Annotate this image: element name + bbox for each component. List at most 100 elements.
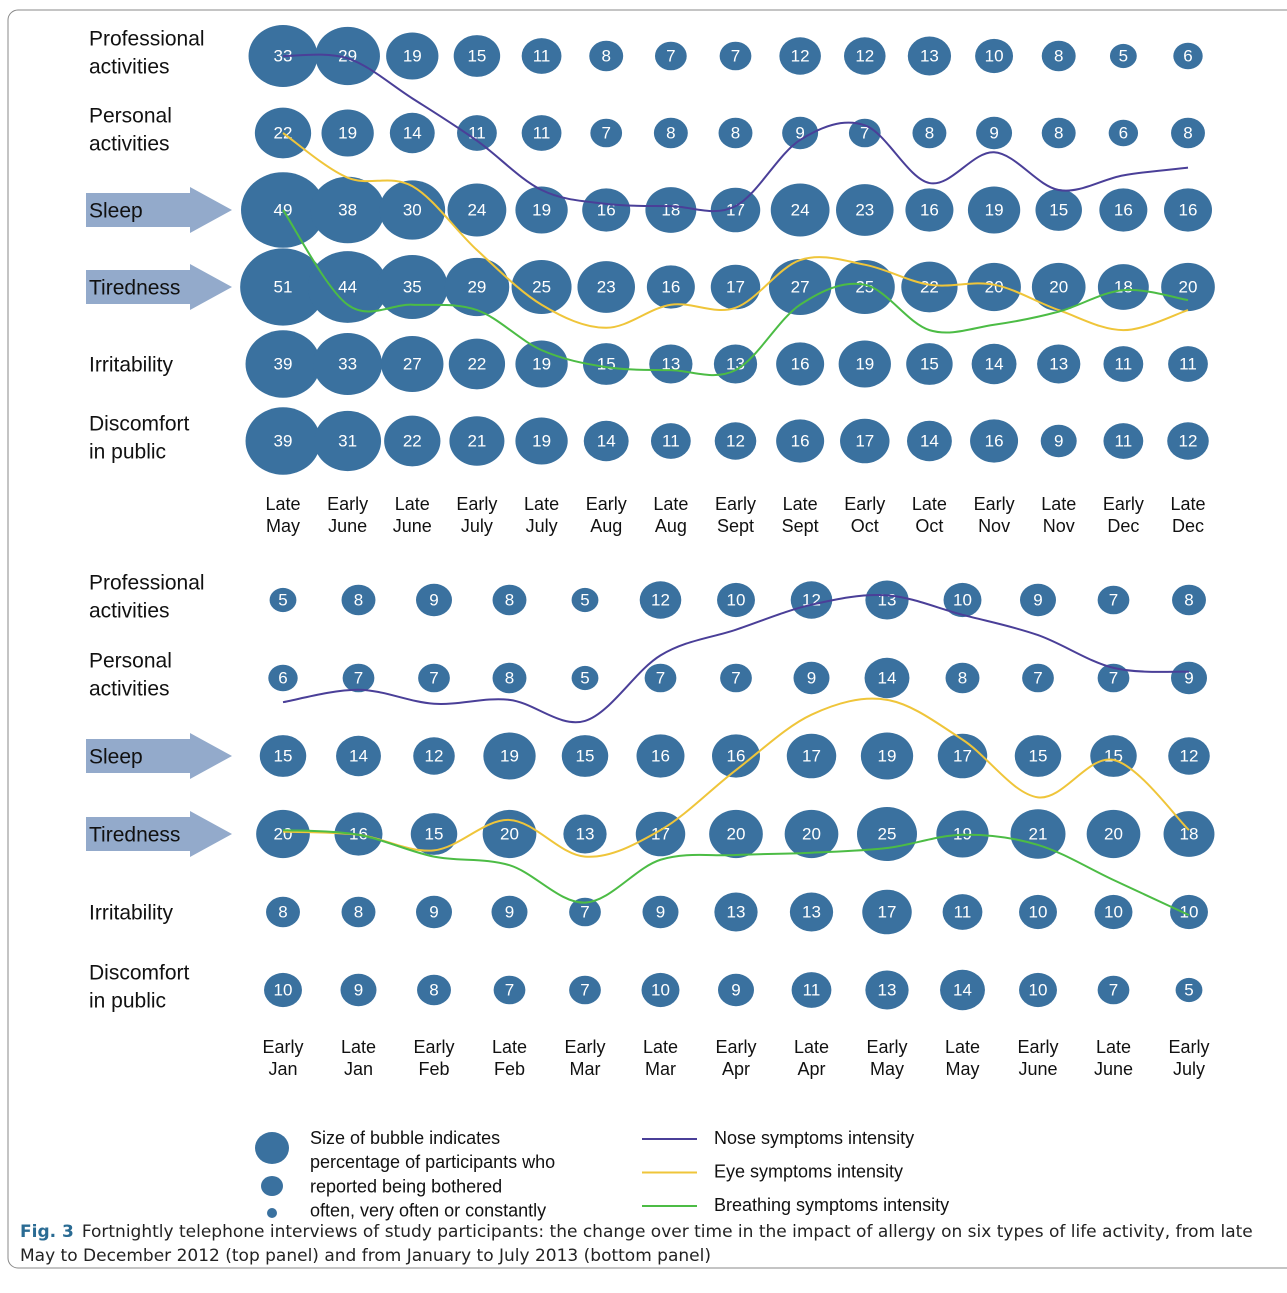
bubble: [779, 37, 821, 75]
bubble: [786, 733, 837, 779]
bubble: [589, 40, 624, 72]
bubble: [649, 344, 693, 384]
bubble: [416, 583, 452, 617]
bubble: [341, 584, 376, 616]
x-tick-label: Feb: [418, 1059, 449, 1079]
bubble: [776, 342, 825, 386]
bubble: [709, 809, 763, 859]
bubble-label: 12: [425, 746, 444, 765]
x-tick-label: Late: [395, 494, 430, 514]
bubble: [646, 265, 695, 309]
bubble: [1171, 117, 1205, 149]
bubble-label: 7: [1109, 980, 1118, 999]
x-tick-label: Dec: [1107, 516, 1139, 536]
bubble: [971, 343, 1017, 385]
bubble: [857, 807, 917, 861]
bubble: [639, 581, 682, 619]
bubble-label: 14: [985, 354, 1004, 373]
bubble: [653, 117, 688, 149]
legend-label: Nose symptoms intensity: [714, 1128, 914, 1148]
bubble: [1041, 117, 1076, 149]
bubble-label: 9: [505, 902, 514, 921]
bubble-label: 19: [855, 354, 874, 373]
bubble: [515, 340, 568, 388]
bubble: [264, 972, 302, 1008]
bubble: [386, 32, 439, 80]
bubble: [642, 895, 679, 929]
bubble-label: 16: [1179, 200, 1198, 219]
bubble: [342, 663, 375, 693]
bubble-label: 7: [656, 668, 665, 687]
bubble-label: 5: [580, 590, 589, 609]
bubble-label: 22: [920, 277, 939, 296]
bubble: [491, 895, 528, 929]
bubble-label: 13: [878, 980, 897, 999]
bubble: [1099, 188, 1148, 232]
bubble-label: 7: [580, 902, 589, 921]
bubble-label: 24: [791, 200, 810, 219]
legend-bubble-small: [267, 1208, 277, 1218]
bubble: [1161, 262, 1215, 312]
bubble-label: 7: [580, 980, 589, 999]
bubble-label: 8: [278, 902, 287, 921]
bubble-label: 14: [878, 668, 897, 687]
bubble: [650, 423, 691, 459]
bubble-label: 19: [532, 431, 551, 450]
bubble: [865, 580, 909, 620]
bubble: [313, 332, 383, 396]
bubble: [307, 251, 388, 323]
x-tick-label: Late: [1096, 1037, 1131, 1057]
bubble-label: 14: [953, 980, 972, 999]
bubble-label: 15: [576, 746, 595, 765]
bubble: [384, 415, 441, 467]
x-tick-label: May: [870, 1059, 904, 1079]
bubble-label: 6: [278, 668, 287, 687]
bubble-label: 19: [985, 200, 1004, 219]
bubble-label: 13: [920, 46, 939, 65]
bubble-label: 7: [731, 46, 740, 65]
bubble: [569, 975, 601, 1005]
row-label: Irritability: [89, 354, 174, 377]
bubble-label: 20: [1179, 277, 1198, 296]
bubble: [1103, 423, 1144, 459]
row-label: activities: [89, 678, 170, 701]
bubble: [1163, 811, 1215, 857]
bubble-label: 15: [1049, 200, 1068, 219]
x-tick-label: Mar: [570, 1059, 601, 1079]
bubble-label: 19: [403, 46, 422, 65]
bubble: [269, 587, 297, 613]
row-label: Irritability: [89, 902, 174, 925]
bubble-label: 51: [274, 277, 293, 296]
row-arrow: [86, 733, 232, 779]
x-tick-label: Early: [564, 1037, 605, 1057]
bubble-label: 8: [1184, 590, 1193, 609]
row-arrow: [86, 187, 232, 233]
x-tick-label: Late: [524, 494, 559, 514]
x-tick-label: July: [461, 516, 493, 536]
x-tick-label: Early: [1168, 1037, 1209, 1057]
bubble-label: 8: [354, 590, 363, 609]
row-label: Tiredness: [89, 824, 180, 847]
x-tick-label: Apr: [797, 1059, 825, 1079]
bubble-label: 25: [878, 824, 897, 843]
bubble: [1164, 188, 1212, 232]
x-tick-label: Early: [413, 1037, 454, 1057]
bubble-label: 12: [855, 46, 874, 65]
bubble: [561, 735, 609, 777]
bubble: [1097, 663, 1130, 693]
bubble-label: 20: [500, 824, 519, 843]
bubble: [901, 261, 958, 313]
x-tick-label: May: [945, 1059, 979, 1079]
bubble-label: 10: [1029, 902, 1048, 921]
bubble: [1171, 661, 1207, 695]
bubble-label: 6: [1119, 123, 1128, 142]
row-label: Professional: [89, 572, 205, 595]
bubble-label: 12: [726, 431, 745, 450]
bubble-label: 14: [403, 123, 422, 142]
bubble: [245, 330, 321, 398]
bubble: [449, 416, 505, 466]
bubble: [448, 338, 506, 390]
bubble-label: 5: [278, 590, 287, 609]
bubble-label: 7: [860, 123, 869, 142]
bubble-label: 8: [1054, 123, 1063, 142]
